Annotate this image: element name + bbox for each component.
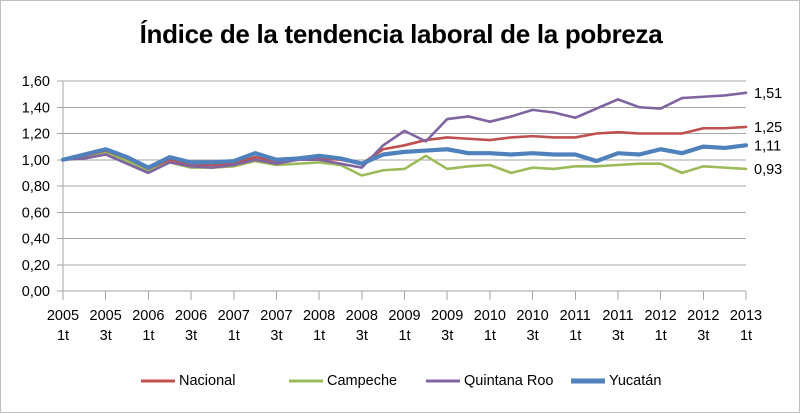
axis-lines — [57, 80, 747, 300]
y-axis-label: 1,00 — [22, 153, 50, 169]
x-axis-label-year: 2010 — [516, 308, 548, 324]
series-end-labels: 1,25 0,93 1,51 1,11 — [754, 86, 782, 178]
x-axis-label-year: 2006 — [132, 308, 164, 324]
x-axis-label-year: 2013 — [730, 308, 762, 324]
x-axis-label-quarter: 1t — [655, 328, 667, 344]
x-axis-label-year: 2011 — [602, 308, 633, 324]
x-axis-label-quarter: 1t — [398, 328, 410, 344]
x-axis-label-year: 2008 — [303, 308, 335, 324]
x-axis-label-quarter: 3t — [100, 328, 112, 344]
x-axis-label-year: 2007 — [260, 308, 292, 324]
chart-title: Índice de la tendencia laboral de la pob… — [139, 19, 663, 49]
x-axis-label-quarter: 1t — [569, 328, 581, 344]
y-axis-label: 0,00 — [22, 284, 50, 300]
x-axis-label-quarter: 1t — [313, 328, 325, 344]
x-axis-label-year: 2005 — [47, 308, 79, 324]
data-series — [60, 91, 749, 177]
x-axis-label-quarter: 1t — [57, 328, 69, 344]
x-axis-label-quarter: 1t — [228, 328, 240, 344]
x-axis-label-quarter: 3t — [270, 328, 282, 344]
y-axis-label: 0,80 — [22, 179, 50, 195]
x-axis-label-quarter: 3t — [527, 328, 539, 344]
x-axis-label-quarter: 3t — [356, 328, 368, 344]
y-axis-label: 0,60 — [22, 205, 50, 221]
y-axis-label: 1,40 — [22, 100, 50, 116]
x-axis-label-year: 2009 — [431, 308, 463, 324]
x-axis-label-year: 2010 — [474, 308, 506, 324]
x-axis-label-year: 2012 — [687, 308, 719, 324]
x-axis-tick-labels: 2005 1t 2005 3t 2006 1t 2006 3t 2007 1t 2007 3t 2008… — [47, 308, 762, 344]
x-axis-label-quarter: 3t — [612, 328, 624, 344]
x-axis-label-quarter: 3t — [697, 328, 709, 344]
y-axis-label: 1,20 — [22, 127, 50, 143]
y-axis-label: 0,40 — [22, 232, 50, 248]
chart-legend: Nacional Campeche Quintana Roo Yucatán — [141, 373, 661, 389]
x-axis-label-year: 2006 — [175, 308, 207, 324]
end-label-campeche: 0,93 — [754, 162, 782, 178]
x-axis-label-year: 2011 — [560, 308, 591, 324]
series-line-nacional — [61, 125, 748, 171]
legend-label-yucatán[interactable]: Yucatán — [609, 373, 661, 389]
series-line-yucatán — [60, 143, 749, 170]
y-axis-label: 0,20 — [22, 258, 50, 274]
y-axis-tick-labels: 0,00 0,20 0,40 0,60 0,80 1,00 1,20 1,40 1,60 — [22, 74, 50, 300]
x-axis-label-year: 2008 — [346, 308, 378, 324]
x-axis-label-quarter: 3t — [185, 328, 197, 344]
legend-label-quintana-roo[interactable]: Quintana Roo — [464, 373, 553, 389]
gridlines — [63, 80, 746, 292]
legend-label-nacional[interactable]: Nacional — [179, 373, 235, 389]
x-axis-label-quarter: 1t — [740, 328, 752, 344]
end-label-yucatán: 1,11 — [754, 138, 781, 154]
series-line-quintana-roo — [61, 91, 748, 175]
end-label-nacional: 1,25 — [754, 120, 782, 136]
x-axis-label-year: 2012 — [644, 308, 676, 324]
end-label-quintana-roo: 1,51 — [754, 86, 782, 102]
x-axis-label-year: 2007 — [218, 308, 250, 324]
x-axis-label-year: 2005 — [90, 308, 122, 324]
x-axis-label-quarter: 3t — [441, 328, 453, 344]
x-axis-label-quarter: 1t — [142, 328, 154, 344]
y-axis-label: 1,60 — [22, 74, 50, 90]
x-axis-label-year: 2009 — [388, 308, 420, 324]
legend-label-campeche[interactable]: Campeche — [327, 373, 397, 389]
x-axis-label-quarter: 1t — [484, 328, 496, 344]
